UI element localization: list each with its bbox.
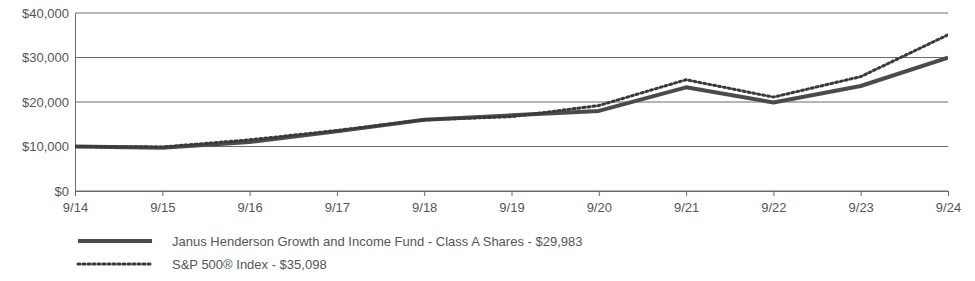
- x-tick-mark: [861, 191, 862, 196]
- y-tick-label: $30,000: [22, 50, 69, 65]
- y-tick: $20,000: [22, 95, 75, 110]
- y-tick: $0: [55, 184, 75, 199]
- x-tick-mark: [424, 191, 425, 196]
- y-tick: $10,000: [22, 139, 75, 154]
- x-axis: 9/14 9/15 9/16 9/17 9/18 9/19 9/20 9/21 9/22 9/23…: [63, 191, 961, 215]
- x-tick-label: 9/22: [761, 200, 786, 215]
- x-tick: 9/18: [412, 191, 437, 215]
- y-tick-label: $10,000: [22, 139, 69, 154]
- legend: Janus Henderson Growth and Income Fund -…: [78, 234, 582, 272]
- lines: [75, 35, 948, 148]
- x-tick-mark: [162, 191, 163, 196]
- x-tick: 9/14: [63, 191, 88, 215]
- grid: [75, 13, 948, 191]
- x-tick: 9/17: [325, 191, 350, 215]
- x-tick: 9/21: [674, 191, 699, 215]
- series-line: [75, 35, 948, 147]
- y-tick-label: $40,000: [22, 6, 69, 21]
- y-tick: $30,000: [22, 50, 75, 65]
- grid-line: [75, 102, 948, 103]
- x-tick-label: 9/18: [412, 200, 437, 215]
- x-tick-mark: [337, 191, 338, 196]
- y-axis: $0 $10,000 $20,000 $30,000 $40,000: [22, 6, 76, 199]
- legend-label: S&P 500® Index - $35,098: [172, 257, 327, 272]
- grid-line: [75, 57, 948, 58]
- x-tick: 9/24: [936, 191, 961, 215]
- legend-label: Janus Henderson Growth and Income Fund -…: [172, 234, 582, 249]
- series-line: [75, 58, 948, 148]
- x-tick-label: 9/14: [63, 200, 88, 215]
- legend-item: Janus Henderson Growth and Income Fund -…: [78, 234, 582, 249]
- x-tick-mark: [512, 191, 513, 196]
- y-tick-label: $20,000: [22, 95, 69, 110]
- x-tick-mark: [250, 191, 251, 196]
- x-tick: 9/19: [499, 191, 524, 215]
- x-tick-label: 9/24: [936, 200, 961, 215]
- x-tick-mark: [773, 191, 774, 196]
- x-tick-label: 9/16: [237, 200, 262, 215]
- x-tick-mark: [75, 191, 76, 196]
- x-axis-line: [76, 192, 949, 197]
- x-tick-mark: [599, 191, 600, 196]
- y-tick: $40,000: [22, 6, 75, 21]
- x-tick-label: 9/19: [499, 200, 524, 215]
- x-tick: 9/20: [587, 191, 612, 215]
- y-axis-line: [75, 14, 76, 192]
- x-tick: 9/23: [849, 191, 874, 215]
- plot: $0$10,000$20,000$30,000$40,0009/149/159/…: [22, 6, 961, 216]
- x-tick-mark: [686, 191, 687, 196]
- x-tick: 9/15: [150, 191, 175, 215]
- y-tick-label: $0: [55, 184, 69, 199]
- x-tick-label: 9/15: [150, 200, 175, 215]
- legend-swatch: [78, 263, 152, 266]
- x-tick-label: 9/17: [325, 200, 350, 215]
- legend-item: S&P 500® Index - $35,098: [78, 257, 327, 272]
- x-tick-label: 9/23: [849, 200, 874, 215]
- legend-swatch: [78, 239, 152, 243]
- x-tick-label: 9/20: [587, 200, 612, 215]
- x-tick: 9/16: [237, 191, 262, 215]
- x-tick-mark: [948, 191, 949, 196]
- x-tick-label: 9/21: [674, 200, 699, 215]
- grid-line: [75, 13, 948, 14]
- chart: $0$10,000$20,000$30,000$40,0009/149/159/…: [0, 0, 975, 281]
- x-tick: 9/22: [761, 191, 786, 215]
